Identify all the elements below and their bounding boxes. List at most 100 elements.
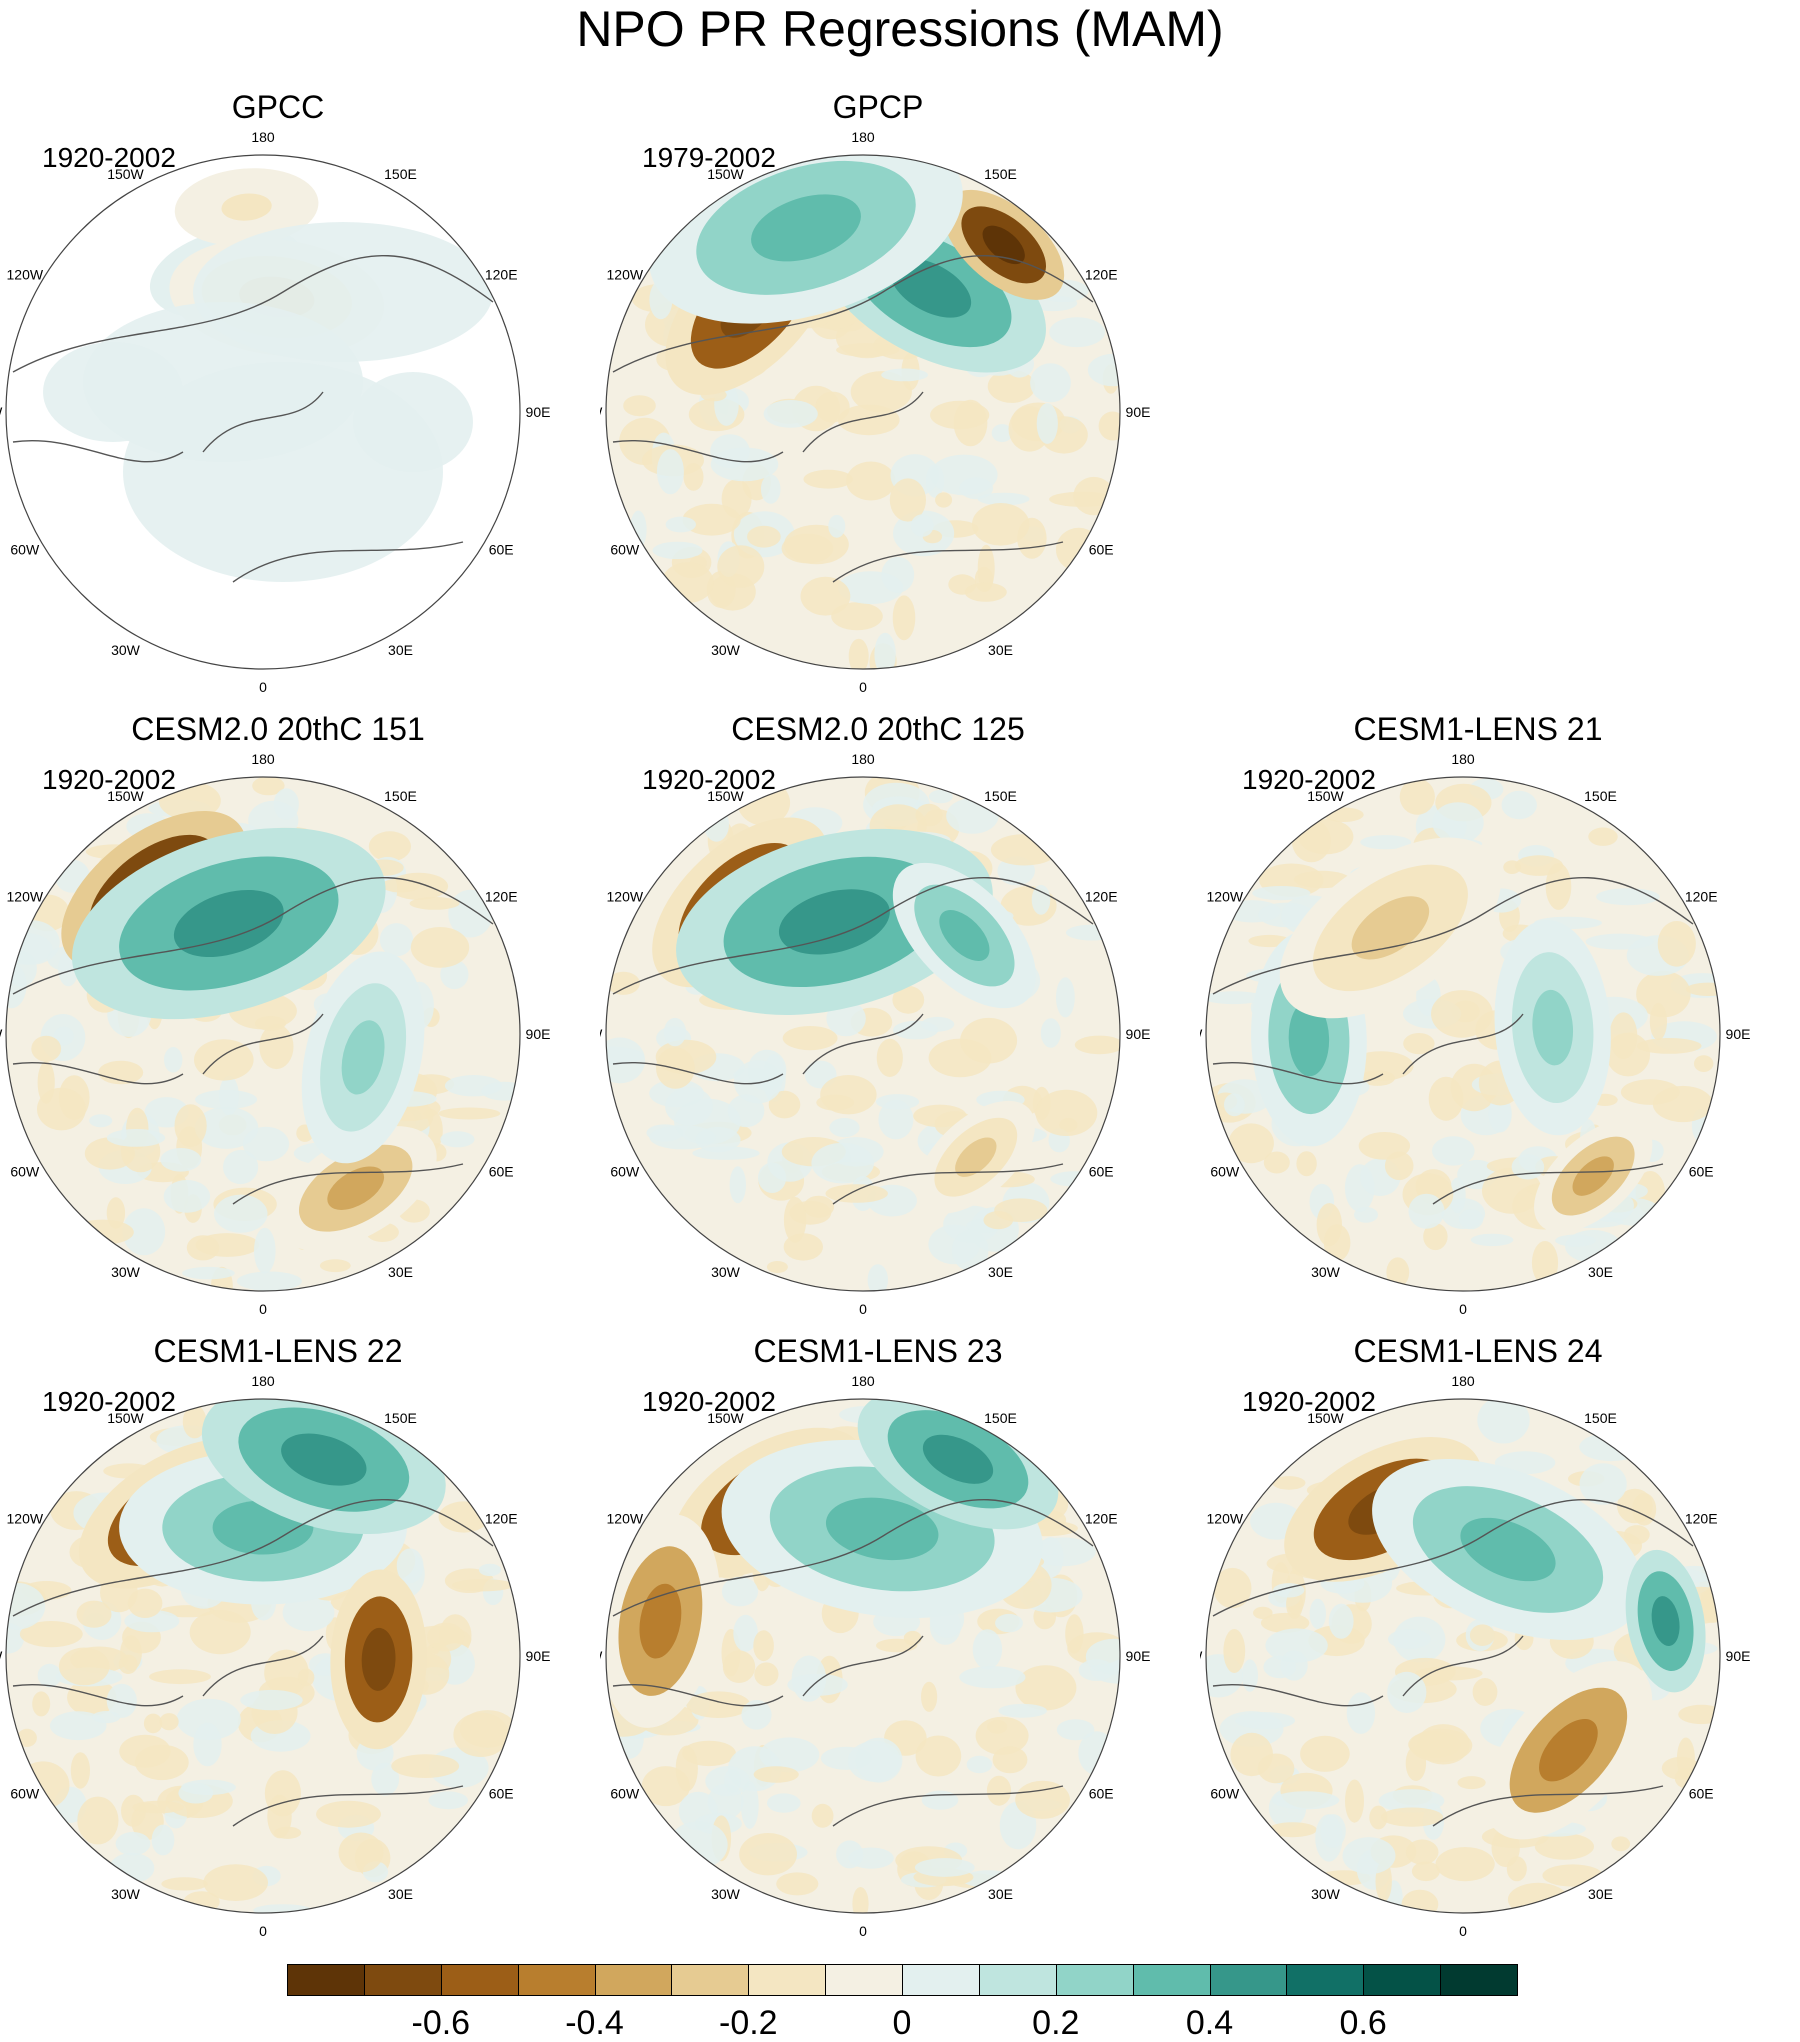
colorbar-cell [594,1964,673,1996]
longitude-label: 30E [388,1886,413,1902]
colorbar-cell [1055,1964,1134,1996]
polar-stereographic-map: 180 150E 120E 90E 60E 30E 0 30W 60W 90W 120W 150W [1200,751,1750,1317]
panel-period: 1920-2002 [42,1386,176,1417]
colorbar-tick-label: -0.6 [411,2004,471,2042]
longitude-label: 120W [607,889,644,905]
longitude-label: 60W [610,1164,640,1180]
longitude-label: 120W [607,1511,644,1527]
longitude-label: 150W [707,1410,744,1426]
longitude-label: 60E [1089,542,1114,558]
longitude-label: 90E [526,1026,551,1042]
longitude-label: 60W [10,542,40,558]
polar-stereographic-map: 180 150E 120E 90E 60E 30E 0 30W 60W 90W 120W 150W [600,751,1151,1317]
colorbar-tick-label: 0.4 [1185,2004,1234,2042]
precip-field [606,1399,1120,1913]
colorbar-cell [978,1964,1057,1996]
longitude-label: 90E [1126,1648,1151,1664]
map-panel: 180 150E 120E 90E 60E 30E 0 30W 60W 90W 120W 150W GP… [600,0,1156,695]
longitude-label: 120W [7,1511,44,1527]
longitude-label: 120W [7,267,44,283]
polar-stereographic-map: 180 150E 120E 90E 60E 30E 0 30W 60W 90W 120W 150W [1200,1373,1750,1939]
map-panel: 180 150E 120E 90E 60E 30E 0 30W 60W 90W 120W 150W CE… [0,622,556,1317]
map-panel: 180 150E 120E 90E 60E 30E 0 30W 60W 90W 120W 150W CE… [1200,622,1756,1317]
longitude-label: 150W [107,166,144,182]
panel-title: GPCC [231,89,325,125]
longitude-label: 0 [259,679,267,695]
longitude-label: 150E [384,788,417,804]
longitude-label: 180 [251,129,275,145]
longitude-label: 90E [1126,1026,1151,1042]
panel-period: 1920-2002 [1242,764,1376,795]
panel-title: CESM1-LENS 21 [1353,711,1603,747]
longitude-label: 0 [859,1301,867,1317]
longitude-label: 30E [988,642,1013,658]
longitude-label: 150W [707,166,744,182]
precip-field [6,777,520,1291]
longitude-label: 30E [988,1886,1013,1902]
longitude-label: 30W [111,1886,141,1902]
longitude-label: 60E [1089,1786,1114,1802]
longitude-label: 150E [384,166,417,182]
precip-field [6,1399,520,1913]
longitude-label: 0 [259,1301,267,1317]
colorbar-cell [1440,1964,1518,1996]
longitude-label: 30W [711,1886,741,1902]
colorbar-tick-label: -0.2 [719,2004,778,2042]
longitude-label: 30E [388,642,413,658]
longitude-label: 180 [851,751,875,767]
polar-stereographic-map: 180 150E 120E 90E 60E 30E 0 30W 60W 90W 120W 150W [600,1373,1151,1939]
longitude-label: 90W [1200,1648,1203,1664]
precip-field [1206,1399,1720,1913]
map-panel: 180 150E 120E 90E 60E 30E 0 30W 60W 90W 120W 150W CE… [0,1244,556,1939]
precip-field [1206,777,1720,1291]
longitude-label: 150W [1307,788,1344,804]
longitude-label: 60E [1689,1164,1714,1180]
colorbar-cell [517,1964,596,1996]
longitude-label: 150E [1584,788,1617,804]
longitude-label: 30W [711,1264,741,1280]
longitude-label: 120E [485,1511,518,1527]
colorbar-cell [440,1964,519,1996]
panel-title: CESM1-LENS 24 [1353,1333,1603,1369]
colorbar-cell [287,1964,365,1996]
panel-title: CESM2.0 20thC 125 [731,711,1025,747]
map-panel: 180 150E 120E 90E 60E 30E 0 30W 60W 90W 120W 150W CE… [600,1244,1156,1939]
polar-stereographic-map: 180 150E 120E 90E 60E 30E 0 30W 60W 90W 120W 150W [0,751,551,1317]
colorbar-cell [1363,1964,1442,1996]
longitude-label: 30W [111,1264,141,1280]
longitude-label: 150W [107,1410,144,1426]
longitude-label: 180 [251,1373,275,1389]
longitude-label: 120W [7,889,44,905]
longitude-label: 150E [984,788,1017,804]
longitude-label: 60W [1210,1786,1240,1802]
longitude-label: 30E [1588,1886,1613,1902]
longitude-label: 60E [489,1164,514,1180]
longitude-label: 90E [526,1648,551,1664]
longitude-label: 120W [1207,1511,1244,1527]
longitude-label: 90E [1126,404,1151,420]
longitude-label: 60W [10,1164,40,1180]
panel-period: 1979-2002 [642,142,776,173]
longitude-label: 60W [610,542,640,558]
longitude-label: 120E [1085,267,1118,283]
colorbar-cell [1132,1964,1211,1996]
map-panel: 180 150E 120E 90E 60E 30E 0 30W 60W 90W 120W 150W GP… [0,0,556,695]
longitude-label: 150E [384,1410,417,1426]
figure-title: NPO PR Regressions (MAM) [576,1,1224,57]
panel-period: 1920-2002 [642,1386,776,1417]
longitude-label: 120E [1685,889,1718,905]
colorbar-tick-label: 0 [892,2004,912,2042]
longitude-label: 180 [1451,1373,1475,1389]
longitude-label: 60W [1210,1164,1240,1180]
panel-title: CESM1-LENS 23 [753,1333,1003,1369]
longitude-label: 0 [859,1923,867,1939]
longitude-label: 30E [388,1264,413,1280]
colorbar-cell [363,1964,442,1996]
longitude-label: 0 [1459,1923,1467,1939]
longitude-label: 150W [1307,1410,1344,1426]
longitude-label: 180 [1451,751,1475,767]
map-panel: 180 150E 120E 90E 60E 30E 0 30W 60W 90W 120W 150W CE… [1200,1244,1756,1939]
longitude-label: 30W [711,642,741,658]
colorbar [287,1964,1518,1998]
longitude-label: 150W [707,788,744,804]
